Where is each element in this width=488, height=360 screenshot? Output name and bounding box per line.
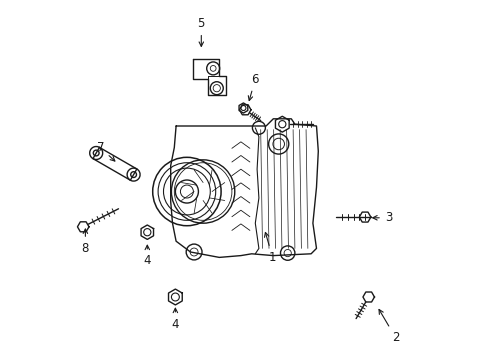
Text: 7: 7 bbox=[97, 141, 115, 161]
Text: 5: 5 bbox=[197, 17, 204, 46]
Text: 1: 1 bbox=[264, 233, 276, 264]
Text: 3: 3 bbox=[372, 211, 391, 224]
Text: 6: 6 bbox=[248, 73, 259, 100]
Text: 4: 4 bbox=[171, 308, 179, 330]
Text: 4: 4 bbox=[143, 245, 151, 267]
Text: 2: 2 bbox=[378, 310, 399, 344]
Text: 8: 8 bbox=[81, 229, 89, 255]
